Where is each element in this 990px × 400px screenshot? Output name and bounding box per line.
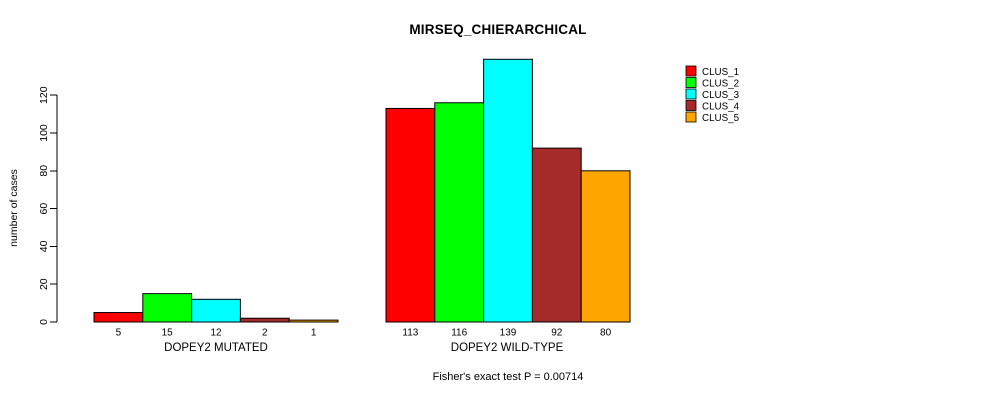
legend-swatch-clus_4 xyxy=(685,100,697,111)
bar-clus_5 xyxy=(288,319,339,323)
legend-swatch-clus_3 xyxy=(685,88,697,100)
bar-value-label: 1 xyxy=(311,328,317,339)
bar-value-label: 15 xyxy=(162,328,174,339)
bar-clus_3 xyxy=(191,298,241,323)
bar-clus_2 xyxy=(434,102,485,323)
y-tick-label: 0 xyxy=(38,319,50,325)
y-tick-label: 100 xyxy=(38,124,50,142)
y-tick-label: 60 xyxy=(38,203,50,215)
legend-swatch-clus_2 xyxy=(685,77,697,88)
legend-swatch-clus_5 xyxy=(685,111,697,123)
bar-clus_4 xyxy=(239,317,290,323)
bar-value-label: 80 xyxy=(600,328,612,339)
bar-clus_4 xyxy=(531,147,582,323)
legend-label-clus_1: CLUS_1 xyxy=(702,67,739,78)
y-axis-label: number of cases xyxy=(8,169,20,247)
bar-value-label: 2 xyxy=(262,328,268,339)
y-tick-label: 20 xyxy=(38,278,50,290)
fisher-test-annotation: Fisher's exact test P = 0.00714 xyxy=(432,371,584,383)
x-group-label-wildtype: DOPEY2 WILD-TYPE xyxy=(450,342,564,354)
x-group-label-mutated: DOPEY2 MUTATED xyxy=(164,342,268,354)
legend-label-clus_3: CLUS_3 xyxy=(702,90,740,101)
legend-label-clus_2: CLUS_2 xyxy=(702,79,739,90)
bar-value-label: 92 xyxy=(551,328,563,339)
bar-value-label: 116 xyxy=(451,328,467,339)
bar-clus_2 xyxy=(142,293,193,323)
legend-label-clus_4: CLUS_4 xyxy=(702,102,740,113)
legend-swatch-clus_1 xyxy=(685,65,697,77)
bar-clus_5 xyxy=(580,170,631,323)
bar-value-label: 5 xyxy=(116,328,122,339)
bar-value-label: 12 xyxy=(210,328,222,339)
legend-label-clus_5: CLUS_5 xyxy=(702,113,740,124)
bar-value-label: 113 xyxy=(402,328,418,339)
y-tick-label: 80 xyxy=(38,165,50,177)
bar-clus_3 xyxy=(483,58,533,323)
bar-clus_1 xyxy=(93,312,144,323)
y-tick-label: 40 xyxy=(38,240,50,252)
y-tick-label: 120 xyxy=(38,86,50,104)
chart-title: MIRSEQ_CHIERARCHICAL xyxy=(409,22,587,37)
bar-clus_1 xyxy=(385,107,436,323)
bar-value-label: 139 xyxy=(500,328,517,339)
